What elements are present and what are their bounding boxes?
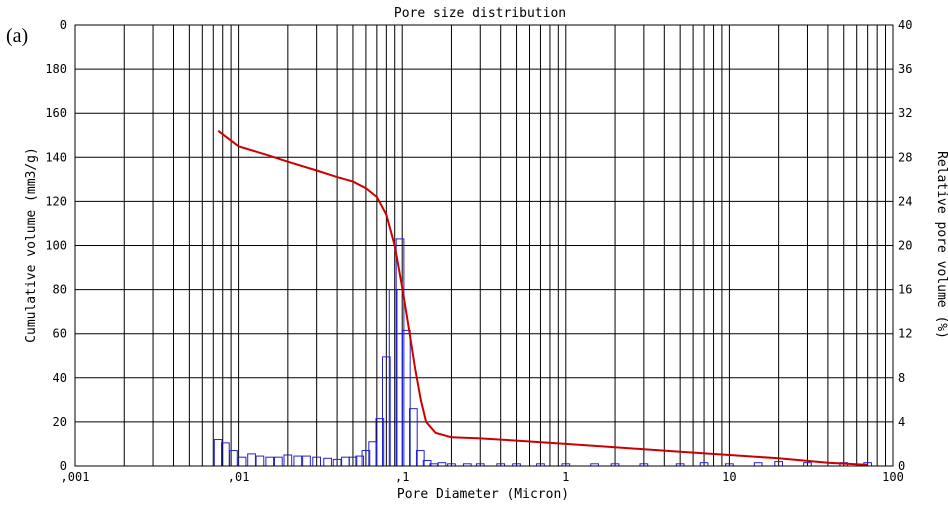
x-tick-label: 100 xyxy=(882,470,904,484)
y2-tick-label: 32 xyxy=(898,106,912,120)
histogram-bar xyxy=(255,455,265,467)
histogram-bar xyxy=(302,455,311,467)
grid-lines xyxy=(74,24,893,467)
chart-title: Pore size distribution xyxy=(394,6,566,21)
panel-label: (a) xyxy=(6,25,28,47)
cumulative-volume-line xyxy=(217,130,868,466)
y2-tick-label: 28 xyxy=(898,150,912,164)
y-tick-label: 60 xyxy=(53,327,67,341)
y-tick-label: 160 xyxy=(45,106,67,120)
x-tick-label: ,001 xyxy=(61,470,90,484)
y2-tick-label: 20 xyxy=(898,239,912,253)
histogram-bar xyxy=(213,439,223,467)
x-axis-label: Pore Diameter (Micron) xyxy=(397,487,569,502)
y2-tick-label: 40 xyxy=(898,18,912,32)
y-tick-label: 20 xyxy=(53,415,67,429)
y2-tick-label: 24 xyxy=(898,194,912,208)
y-tick-label: 180 xyxy=(45,62,67,76)
y-tick-label: 0 xyxy=(60,18,67,32)
y2-axis-label: Relative pore volume (%) xyxy=(934,151,948,339)
y-tick-label: 100 xyxy=(45,239,67,253)
y-tick-labels: 0 20 40 60 80 100 120 140 160 180 0 xyxy=(45,18,67,473)
x-tick-label: 1 xyxy=(562,470,569,484)
y2-tick-label: 4 xyxy=(898,415,905,429)
x-tick-label: ,01 xyxy=(228,470,250,484)
x-tick-label: ,1 xyxy=(395,470,409,484)
y-tick-label: 0 xyxy=(60,459,67,473)
y2-tick-labels: 0 4 8 12 16 20 24 28 32 36 40 xyxy=(898,18,912,473)
y2-tick-label: 36 xyxy=(898,62,912,76)
y-tick-label: 40 xyxy=(53,371,67,385)
y2-tick-label: 8 xyxy=(898,371,905,385)
histogram-bar xyxy=(247,453,256,467)
y-tick-label: 140 xyxy=(45,150,67,164)
x-tick-labels: ,001 ,01 ,1 1 10 100 xyxy=(61,470,904,484)
histogram-bar xyxy=(341,456,350,467)
histogram-bars xyxy=(213,238,873,467)
histogram-bar xyxy=(237,456,247,467)
histogram-bar xyxy=(265,456,275,467)
y-axis-label: Cumulative volume (mm3/g) xyxy=(24,147,39,343)
histogram-bar xyxy=(323,457,332,467)
x-tick-label: 10 xyxy=(722,470,736,484)
histogram-bar xyxy=(274,456,283,467)
histogram-bar xyxy=(293,455,303,467)
y-tick-label: 120 xyxy=(45,194,67,208)
plot-frame xyxy=(74,24,894,467)
y2-tick-label: 0 xyxy=(898,459,905,473)
y2-tick-label: 12 xyxy=(898,327,912,341)
y2-tick-label: 16 xyxy=(898,283,912,297)
y-tick-label: 80 xyxy=(53,283,67,297)
